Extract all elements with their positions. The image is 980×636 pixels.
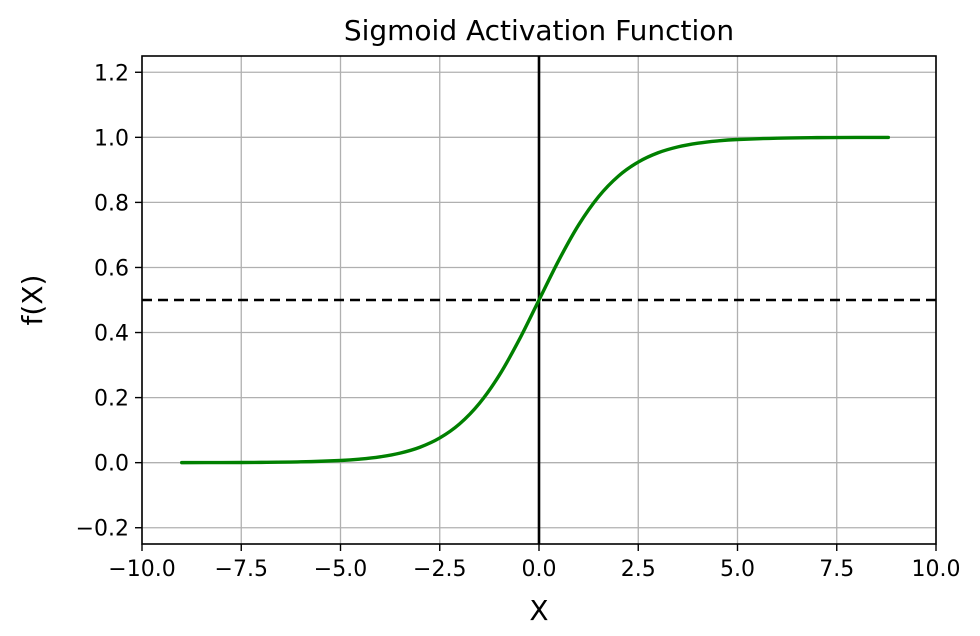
- y-axis-ticks: −0.2 0.0 0.2 0.4 0.6 0.8 1.0 1.2: [76, 61, 142, 542]
- y-tick-label: 1.2: [94, 61, 129, 86]
- x-tick-label: −7.5: [215, 557, 268, 582]
- y-tick-label: 0.6: [94, 256, 129, 281]
- x-tick-label: −2.5: [413, 557, 466, 582]
- y-tick-label: 0.2: [94, 387, 129, 412]
- x-tick-label: −10.0: [108, 557, 175, 582]
- series-layer: [180, 135, 891, 465]
- sigmoid-curve: [180, 135, 891, 465]
- y-tick-label: 0.4: [94, 322, 129, 347]
- y-tick-label: 0.0: [94, 452, 129, 477]
- y-axis-label: f(X): [16, 275, 49, 326]
- x-axis-ticks: −10.0 −7.5 −5.0 −2.5 0.0 2.5 5.0 7.5 10.0: [108, 544, 960, 582]
- x-tick-label: 0.0: [522, 557, 557, 582]
- y-tick-label: 1.0: [94, 126, 129, 151]
- x-axis-label: X: [529, 594, 548, 627]
- chart-title: Sigmoid Activation Function: [344, 14, 734, 47]
- x-tick-label: −5.0: [314, 557, 367, 582]
- x-tick-label: 7.5: [819, 557, 854, 582]
- y-tick-label: −0.2: [76, 517, 129, 542]
- x-tick-label: 5.0: [720, 557, 755, 582]
- x-tick-label: 10.0: [912, 557, 961, 582]
- y-tick-label: 0.8: [94, 191, 129, 216]
- x-tick-label: 2.5: [621, 557, 656, 582]
